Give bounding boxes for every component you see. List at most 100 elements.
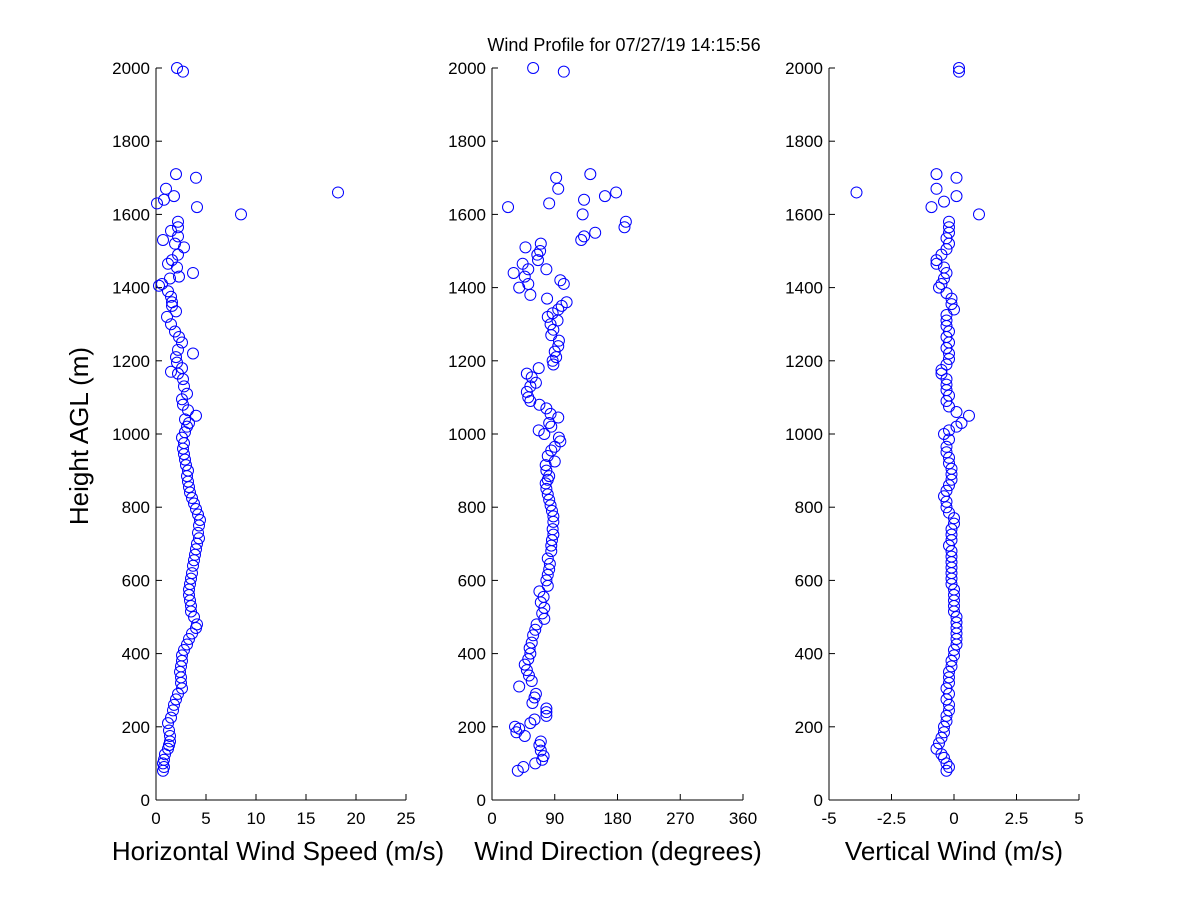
data-point (518, 270, 531, 283)
y-tick-label: 1000 (112, 425, 150, 444)
y-tick-label: 1800 (785, 132, 823, 151)
data-point (178, 380, 190, 393)
data-point (529, 623, 542, 636)
data-point (151, 197, 163, 210)
data-point (540, 402, 553, 415)
panel-1: 0 200 400 600 800 1000 1200 1400 1600 1800 2000 0 5 1… (112, 59, 444, 866)
y-tick-label: 200 (795, 718, 823, 737)
data-point (162, 257, 174, 270)
data-point (943, 424, 955, 437)
y-tick-label: 2000 (112, 59, 150, 78)
data-point (519, 241, 532, 254)
data-point (950, 171, 963, 184)
data-point (158, 753, 170, 766)
data-point (544, 499, 557, 512)
data-point (172, 343, 184, 356)
data-point (578, 193, 591, 206)
y-axis-label: Height AGL (m) (64, 347, 94, 525)
data-point (552, 340, 565, 353)
data-point (948, 649, 960, 662)
data-point (940, 682, 953, 695)
x-tick-label: 5 (201, 809, 210, 828)
data-point (165, 318, 177, 331)
data-point (172, 248, 184, 261)
data-point (943, 221, 955, 234)
data-point (543, 557, 556, 570)
data-point (163, 724, 175, 737)
data-point (156, 277, 168, 290)
data-point (940, 501, 953, 514)
y-tick-label: 0 (477, 791, 486, 810)
data-point (522, 669, 535, 682)
data-point (193, 532, 205, 545)
y-tick-label: 1600 (448, 205, 486, 224)
x-axis-label: Wind Direction (degrees) (474, 836, 762, 866)
data-point (507, 266, 520, 279)
data-point (540, 482, 553, 495)
x-tick-label: 0 (151, 809, 160, 828)
data-point (182, 464, 194, 477)
data-point (541, 310, 554, 323)
data-point (532, 362, 545, 375)
data-point (938, 195, 950, 208)
data-point (945, 298, 958, 311)
data-point (950, 406, 963, 419)
data-point (188, 497, 200, 510)
data-point (176, 649, 188, 662)
data-point (190, 171, 202, 184)
data-point (541, 552, 554, 565)
data-point (509, 720, 522, 733)
y-tick-label: 200 (458, 718, 486, 737)
data-point (166, 299, 178, 312)
y-tick-label: 600 (795, 571, 823, 590)
data-point (165, 224, 177, 237)
data-point (162, 285, 174, 298)
data-point (513, 680, 526, 693)
data-point (943, 479, 955, 492)
x-tick-label: 270 (666, 809, 694, 828)
data-point (192, 526, 204, 539)
data-point (552, 303, 565, 316)
data-point (161, 310, 173, 323)
data-point (533, 585, 546, 598)
y-tick-label: 400 (458, 645, 486, 664)
x-axis-label: Horizontal Wind Speed (m/s) (112, 836, 444, 866)
data-point (166, 296, 178, 309)
data-point (534, 735, 547, 748)
data-point (183, 632, 195, 645)
data-point (554, 274, 567, 287)
data-point (181, 387, 193, 400)
x-tick-label: 0 (949, 809, 958, 828)
data-point (527, 62, 540, 74)
data-point (176, 431, 188, 444)
data-point (945, 468, 958, 481)
data-point (173, 270, 185, 283)
data-point (534, 237, 547, 250)
data-point (547, 358, 560, 371)
data-point (552, 411, 565, 424)
data-point (181, 638, 193, 651)
data-point (186, 492, 198, 505)
data-point (948, 303, 960, 316)
data-point (187, 347, 199, 360)
y-tick-label: 1600 (785, 205, 823, 224)
data-point (945, 462, 958, 475)
data-point (953, 62, 965, 74)
data-point (943, 761, 955, 774)
data-point (516, 257, 529, 270)
data-point (522, 277, 535, 290)
data-point (165, 290, 177, 303)
data-point (525, 636, 538, 649)
data-point (940, 446, 953, 459)
data-point (540, 464, 553, 477)
data-point (158, 193, 170, 206)
x-tick-label: 15 (297, 809, 316, 828)
data-point (169, 237, 181, 250)
data-point (578, 230, 591, 243)
y-tick-label: 1400 (448, 279, 486, 298)
panel-2: 0 200 400 600 800 1000 1200 1400 1600 1800 2000 0 90… (448, 59, 762, 866)
data-point (177, 398, 189, 411)
data-point (524, 288, 537, 301)
